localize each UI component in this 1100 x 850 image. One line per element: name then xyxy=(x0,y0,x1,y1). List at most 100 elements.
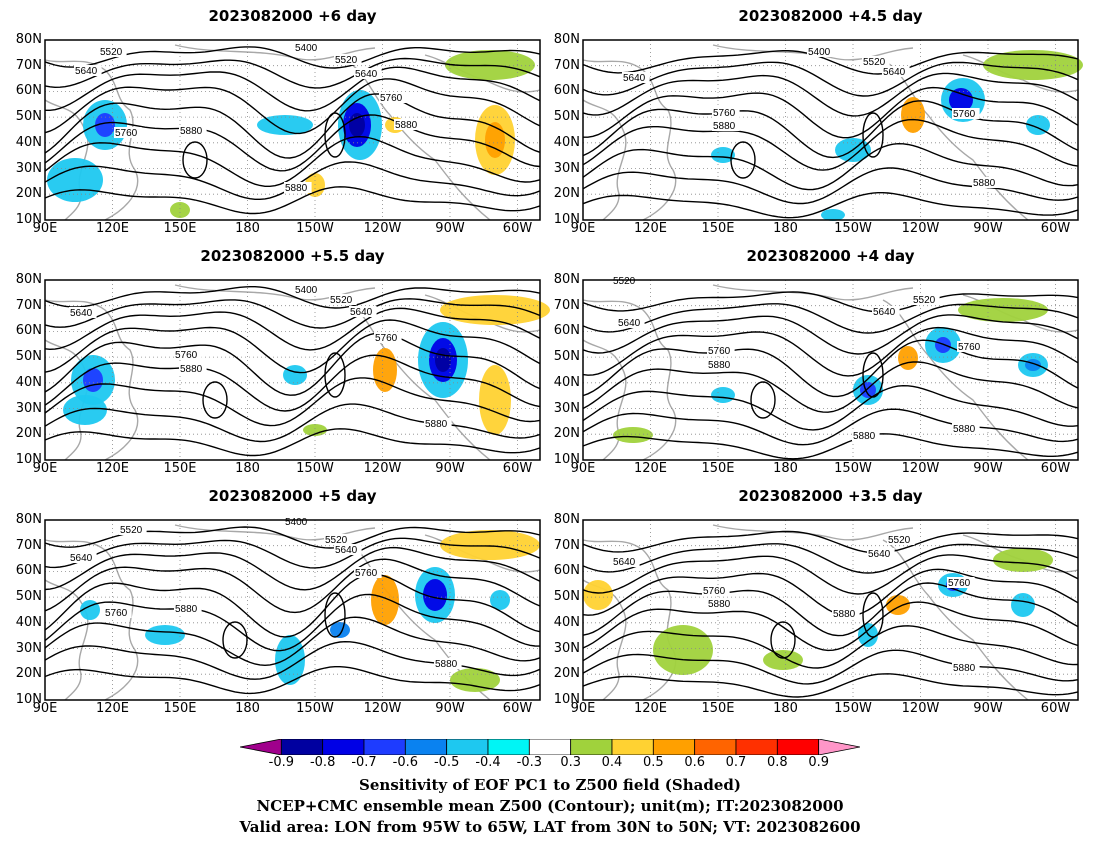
contour-label-bg xyxy=(887,534,915,545)
contour-label: 5880 xyxy=(972,177,1000,189)
contour-line xyxy=(582,408,1079,446)
contour-label: 5640 xyxy=(612,556,640,568)
contour-label-bg xyxy=(612,556,640,567)
sensitivity-area xyxy=(901,97,925,133)
contour-label: 5640 xyxy=(872,306,900,318)
lon-tick-label: 150E xyxy=(701,221,735,236)
contour-label-text: 5760 xyxy=(355,568,378,579)
contour-label: 5880 xyxy=(174,603,202,615)
contour-label-text: 5520 xyxy=(330,295,353,306)
contour-label-bg xyxy=(424,418,452,429)
lat-tick-label: 80N xyxy=(553,272,580,287)
contour-label-text: 5760 xyxy=(380,93,403,104)
lon-tick-label: 120E xyxy=(95,221,130,236)
sensitivity-area xyxy=(257,115,313,135)
lat-tick-label: 80N xyxy=(15,512,42,527)
sensitivity-area xyxy=(1011,593,1035,617)
contour-line xyxy=(582,303,1079,334)
contour-label-text: 5400 xyxy=(285,517,308,528)
contour-line xyxy=(44,46,541,69)
sensitivity-area xyxy=(170,202,190,218)
contour-label: 5760 xyxy=(952,108,980,120)
contour-label-text: 5880 xyxy=(833,609,856,620)
contour-label-text: 5880 xyxy=(425,419,448,430)
contour-label: 5400 xyxy=(284,516,312,528)
lon-tick-label: 150W xyxy=(834,221,872,236)
contour-label: 5880 xyxy=(394,119,422,131)
contour-layer xyxy=(44,286,541,457)
lat-tick-label: 70N xyxy=(553,537,580,553)
contour-label: 5400 xyxy=(807,46,835,58)
lon-tick-label: 90W xyxy=(973,461,1003,476)
colorbar-tick-label: -0.5 xyxy=(433,755,460,770)
colorbar-tick-label: -0.6 xyxy=(392,755,419,770)
lon-tick-label: 180 xyxy=(235,221,260,236)
contour-label: 5880 xyxy=(179,125,207,137)
contour-line xyxy=(44,666,541,695)
colorbar-arrow-right xyxy=(818,739,860,755)
lat-tick-label: 30N xyxy=(553,640,580,656)
caption-line-2: NCEP+CMC ensemble mean Z500 (Contour); u… xyxy=(256,797,844,815)
lon-tick-label: 180 xyxy=(235,461,260,476)
contour-line xyxy=(582,673,1079,698)
contour-line xyxy=(582,582,1079,637)
contour-label-text: 5520 xyxy=(120,525,143,536)
contour-label-text: 5880 xyxy=(708,360,731,371)
lat-tick-label: 70N xyxy=(553,57,580,73)
contour-label-text: 5880 xyxy=(175,604,198,615)
coastline-asia xyxy=(44,59,139,221)
lat-tick-label: 10N xyxy=(15,691,42,707)
contour-label-bg xyxy=(329,294,357,305)
contour-label-bg xyxy=(179,363,207,374)
lat-tick-label: 80N xyxy=(553,512,580,527)
contour-line xyxy=(582,649,1079,685)
colorbar-tick-label: 0.4 xyxy=(601,755,623,770)
lat-tick-label: 30N xyxy=(15,400,42,416)
contour-label-text: 5640 xyxy=(355,69,378,80)
contour-label-text: 5880 xyxy=(395,120,418,131)
lat-tick-label: 40N xyxy=(15,134,42,150)
contour-closed xyxy=(750,381,776,419)
contour-layer xyxy=(582,530,1079,698)
lat-tick-label: 50N xyxy=(553,589,580,605)
contour-layer xyxy=(582,291,1079,460)
sensitivity-area xyxy=(47,158,103,202)
contour-label-bg xyxy=(354,567,382,578)
coastline-north xyxy=(174,524,376,541)
lat-tick-label: 30N xyxy=(553,400,580,416)
contour-label-text: 5880 xyxy=(285,183,308,194)
contour-label: 5520 xyxy=(329,294,357,306)
contour-label-text: 5520 xyxy=(613,276,636,287)
contour-line xyxy=(582,118,1079,171)
contour-line xyxy=(582,192,1079,219)
contour-label-text: 5640 xyxy=(613,557,636,568)
contour-line xyxy=(582,530,1079,554)
lon-tick-label: 150E xyxy=(163,701,197,716)
lat-tick-label: 30N xyxy=(15,160,42,176)
contour-line xyxy=(583,86,1079,139)
coastline-asia xyxy=(582,299,677,461)
contour-label: 5760 xyxy=(957,341,985,353)
contour-closed xyxy=(222,621,248,659)
sensitivity-area xyxy=(371,575,399,625)
contour-label-bg xyxy=(114,127,142,138)
contour-label-bg xyxy=(174,603,202,614)
lat-tick-label: 50N xyxy=(15,589,42,605)
coastline-north xyxy=(712,524,914,541)
coastline-north xyxy=(712,44,914,61)
contour-label-bg xyxy=(972,177,1000,188)
contour-closed xyxy=(862,592,884,638)
contour-label-bg xyxy=(434,658,462,669)
lon-tick-label: 120E xyxy=(633,701,668,716)
lat-tick-label: 40N xyxy=(553,374,580,390)
contour-label-text: 5760 xyxy=(953,109,976,120)
colorbar-tick-label: 0.3 xyxy=(560,755,581,770)
panel-title: 2023082000 +4.5 day xyxy=(738,7,923,25)
lon-tick-label: 90E xyxy=(32,701,58,716)
lat-tick-label: 50N xyxy=(15,109,42,125)
lat-tick-label: 60N xyxy=(15,83,42,99)
lon-tick-label: 150E xyxy=(701,701,735,716)
lat-tick-label: 60N xyxy=(553,83,580,99)
contour-line xyxy=(44,616,541,667)
sensitivity-area xyxy=(435,348,451,372)
